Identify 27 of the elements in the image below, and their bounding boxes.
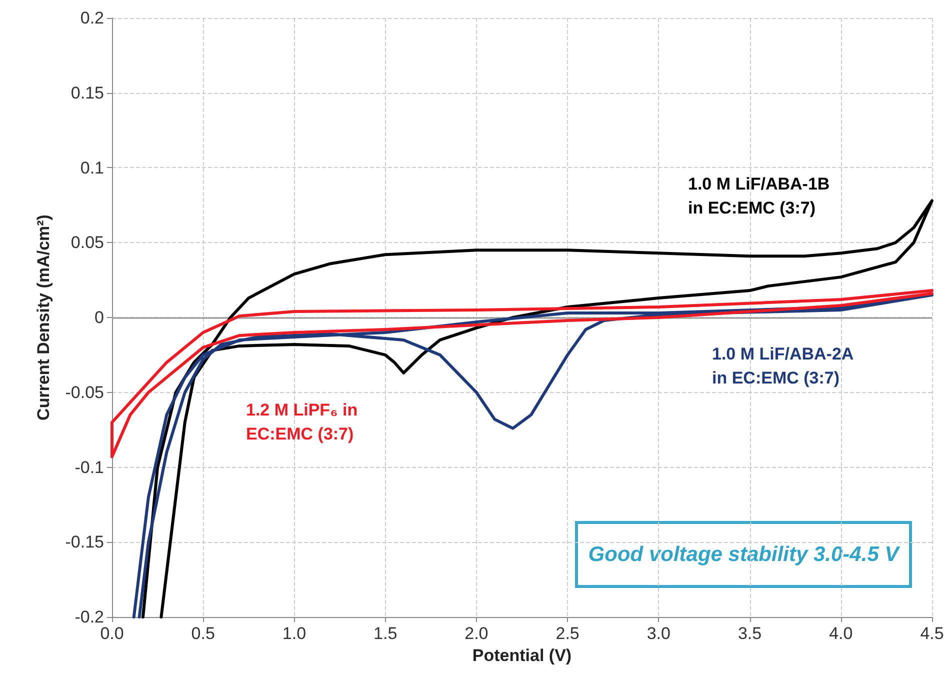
- x-tick-label: 1.0: [282, 624, 306, 643]
- line-series: [110, 289, 934, 458]
- x-tick-label: 1.5: [374, 624, 398, 643]
- y-tick-label: 0: [94, 308, 104, 327]
- x-tick-label: 4.5: [920, 624, 944, 643]
- y-tick-label: 0.15: [70, 83, 104, 102]
- x-tick-label: 3.5: [738, 624, 762, 643]
- x-tick-label: 2.5: [556, 624, 580, 643]
- y-tick-label: 0.1: [80, 158, 104, 178]
- y-tick-label: -0.2: [74, 608, 104, 626]
- y-tick-label: -0.1: [74, 458, 104, 477]
- x-tick-label: 0.5: [191, 624, 215, 643]
- x-tick-label: 4.0: [829, 624, 853, 643]
- line-series: [141, 199, 934, 618]
- y-axis-title: Current Density (mA/cm²): [34, 214, 53, 420]
- y-tick-label: -0.05: [65, 382, 104, 402]
- x-tick-label: 2.0: [464, 624, 488, 643]
- text: 1.0 M LiF/ABA-1B in EC:EMC (3:7): [688, 174, 834, 218]
- text: 1.2 M LiPF₆ in EC:EMC (3:7): [246, 400, 362, 444]
- y-tick-label: -0.15: [65, 532, 104, 552]
- annotation: Good voltage stability 3.0-4.5 V: [588, 543, 901, 566]
- x-tick-label: 3.0: [646, 624, 670, 643]
- y-tick-label: 0.05: [70, 233, 104, 252]
- x-tick-label: 0.0: [100, 624, 124, 643]
- y-tick-label: 0.2: [80, 8, 104, 28]
- series-label: 1.0 M LiF/ABA-2A in EC:EMC (3:7): [712, 344, 858, 388]
- x-axis-title: Potential (V): [472, 646, 572, 665]
